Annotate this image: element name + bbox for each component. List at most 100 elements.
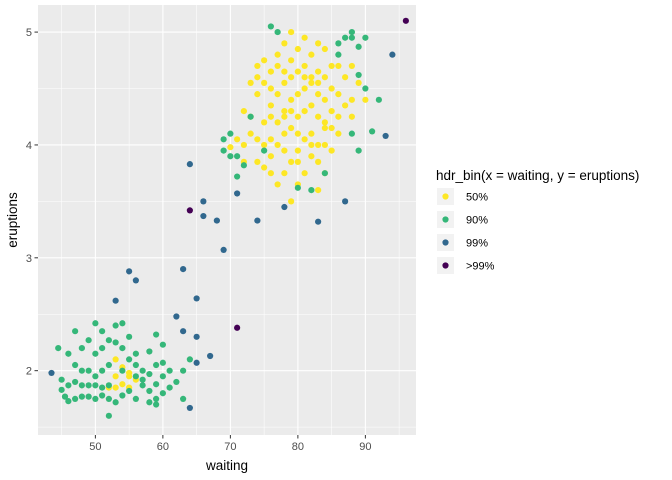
data-point bbox=[112, 384, 119, 391]
data-point bbox=[308, 130, 315, 137]
data-point bbox=[274, 141, 281, 149]
data-point bbox=[132, 277, 139, 284]
data-point bbox=[139, 367, 146, 374]
data-point bbox=[288, 57, 295, 64]
data-point bbox=[308, 74, 315, 81]
data-point bbox=[48, 369, 55, 377]
data-point bbox=[61, 393, 69, 400]
data-point bbox=[308, 102, 315, 109]
x-tick-label: 70 bbox=[224, 441, 236, 453]
data-point bbox=[112, 356, 119, 363]
data-point bbox=[281, 79, 288, 86]
data-point bbox=[78, 367, 85, 374]
data-point bbox=[193, 295, 200, 302]
data-point bbox=[58, 386, 65, 393]
data-point bbox=[288, 107, 295, 115]
x-tick-label: 80 bbox=[292, 441, 304, 453]
data-point bbox=[126, 387, 133, 395]
data-point bbox=[348, 28, 355, 36]
data-point bbox=[315, 141, 322, 149]
data-point bbox=[281, 130, 288, 137]
data-point bbox=[355, 43, 362, 50]
data-point bbox=[261, 79, 268, 86]
data-point bbox=[180, 328, 187, 335]
data-point bbox=[281, 113, 288, 120]
data-point bbox=[267, 68, 274, 75]
data-point bbox=[294, 130, 301, 137]
data-point bbox=[112, 322, 119, 329]
data-point bbox=[355, 79, 362, 86]
data-point bbox=[240, 107, 247, 115]
data-point bbox=[153, 361, 160, 369]
data-point bbox=[267, 113, 274, 120]
data-point bbox=[85, 393, 92, 400]
data-point bbox=[335, 130, 342, 137]
data-point bbox=[328, 107, 335, 115]
data-point bbox=[342, 34, 349, 41]
data-point bbox=[288, 96, 295, 103]
data-point bbox=[315, 218, 322, 225]
data-point bbox=[321, 119, 328, 126]
data-point bbox=[146, 399, 153, 406]
data-point bbox=[92, 395, 99, 402]
data-point bbox=[348, 62, 355, 70]
data-point bbox=[166, 367, 173, 374]
data-point bbox=[78, 382, 85, 389]
data-point bbox=[126, 268, 133, 275]
data-point bbox=[227, 153, 234, 160]
data-point bbox=[315, 68, 322, 75]
data-point bbox=[166, 384, 173, 391]
data-point bbox=[328, 124, 335, 132]
x-axis-title: waiting bbox=[205, 458, 248, 473]
x-tick-label: 50 bbox=[89, 441, 101, 453]
data-point bbox=[254, 62, 261, 70]
y-tick-label: 5 bbox=[26, 27, 32, 39]
data-point bbox=[139, 376, 146, 383]
data-point bbox=[267, 102, 274, 109]
data-point bbox=[126, 333, 133, 340]
data-point bbox=[159, 390, 166, 397]
data-point bbox=[247, 130, 254, 137]
legend-key-point bbox=[442, 193, 449, 200]
data-point bbox=[85, 382, 92, 389]
data-point bbox=[294, 45, 301, 53]
data-point bbox=[132, 373, 139, 380]
legend-key-point bbox=[442, 216, 449, 223]
data-point bbox=[153, 331, 160, 338]
data-point bbox=[281, 147, 288, 154]
data-point bbox=[342, 74, 349, 81]
data-point bbox=[321, 124, 328, 132]
data-point bbox=[240, 141, 247, 149]
data-point bbox=[146, 348, 153, 355]
data-point bbox=[315, 79, 322, 86]
data-point bbox=[274, 28, 281, 36]
data-point bbox=[301, 107, 308, 115]
data-point bbox=[348, 113, 355, 120]
data-point bbox=[261, 164, 268, 171]
data-point bbox=[348, 130, 355, 137]
data-point bbox=[261, 147, 268, 154]
data-point bbox=[65, 382, 72, 389]
data-point bbox=[247, 113, 254, 120]
data-point bbox=[335, 113, 342, 120]
legend-keys: 50% 90% 99% >99% bbox=[437, 188, 495, 274]
data-point bbox=[342, 198, 349, 205]
data-point bbox=[281, 107, 288, 115]
data-point bbox=[267, 170, 274, 177]
data-point bbox=[335, 51, 342, 58]
data-point bbox=[267, 85, 274, 92]
data-point bbox=[99, 384, 106, 391]
data-point bbox=[315, 91, 322, 98]
data-point bbox=[301, 34, 308, 41]
legend-label: 90% bbox=[466, 215, 488, 227]
data-point bbox=[55, 344, 62, 352]
data-point bbox=[92, 350, 99, 357]
data-point bbox=[315, 186, 322, 194]
data-point bbox=[281, 68, 288, 75]
data-point bbox=[355, 71, 362, 79]
minor-gridlines bbox=[38, 5, 416, 435]
data-point bbox=[402, 17, 409, 24]
data-point bbox=[159, 373, 166, 380]
data-point bbox=[321, 96, 328, 103]
data-point bbox=[315, 113, 322, 120]
